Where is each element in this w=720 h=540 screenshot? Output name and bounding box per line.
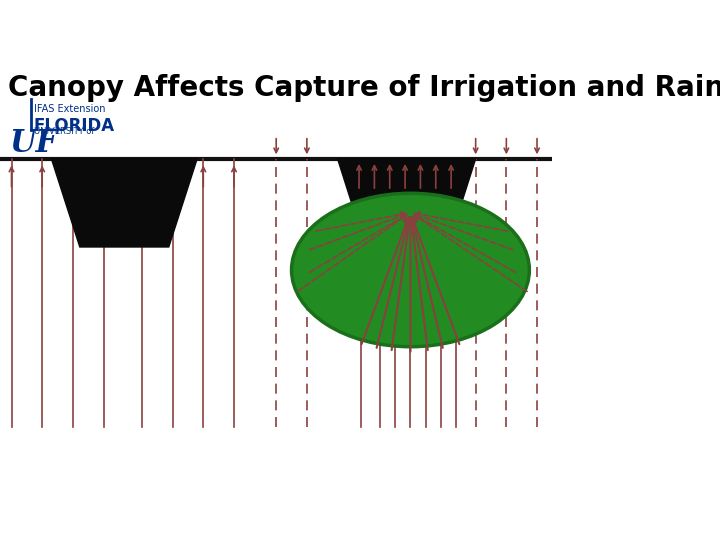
Text: IFAS Extension: IFAS Extension <box>34 104 105 113</box>
Ellipse shape <box>292 193 529 347</box>
Text: FLORIDA: FLORIDA <box>34 117 115 136</box>
Polygon shape <box>51 159 197 247</box>
Text: UNIVERSITY of: UNIVERSITY of <box>34 126 94 136</box>
Polygon shape <box>338 159 476 243</box>
Text: Canopy Affects Capture of Irrigation and Rain: Canopy Affects Capture of Irrigation and… <box>8 75 720 103</box>
Text: UF: UF <box>9 128 58 159</box>
